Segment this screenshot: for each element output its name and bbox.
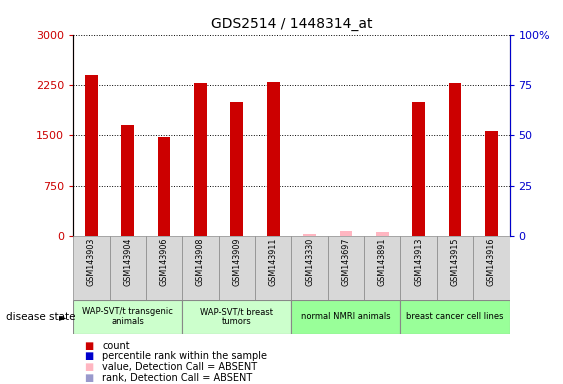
Text: GSM143891: GSM143891 — [378, 237, 387, 286]
Bar — [218, 236, 255, 300]
Text: ►: ► — [59, 312, 66, 322]
Text: WAP-SVT/t transgenic
animals: WAP-SVT/t transgenic animals — [82, 307, 173, 326]
Bar — [158, 137, 171, 236]
Title: GDS2514 / 1448314_at: GDS2514 / 1448314_at — [211, 17, 372, 31]
Text: GSM143911: GSM143911 — [269, 237, 278, 286]
Text: normal NMRI animals: normal NMRI animals — [301, 312, 391, 321]
Bar — [473, 236, 510, 300]
Bar — [194, 83, 207, 236]
Text: ■: ■ — [84, 341, 93, 351]
Text: percentile rank within the sample: percentile rank within the sample — [102, 351, 267, 361]
Text: GSM143904: GSM143904 — [123, 237, 132, 286]
Bar — [292, 300, 400, 334]
Bar — [73, 236, 110, 300]
Bar — [400, 236, 437, 300]
Bar — [85, 75, 98, 236]
Bar — [255, 236, 292, 300]
Bar — [449, 83, 461, 236]
Text: disease state: disease state — [6, 312, 75, 322]
Text: GSM143330: GSM143330 — [305, 237, 314, 286]
Text: GSM143908: GSM143908 — [196, 237, 205, 286]
Bar — [364, 236, 400, 300]
Bar — [328, 236, 364, 300]
Bar — [292, 236, 328, 300]
Text: ■: ■ — [84, 373, 93, 383]
Bar — [412, 102, 425, 236]
Bar — [146, 236, 182, 300]
Bar — [376, 232, 388, 236]
Text: GSM143906: GSM143906 — [159, 237, 168, 286]
Bar — [122, 125, 134, 236]
Text: GSM143903: GSM143903 — [87, 237, 96, 286]
Text: ■: ■ — [84, 351, 93, 361]
Bar — [182, 236, 218, 300]
Bar — [110, 236, 146, 300]
Text: breast cancer cell lines: breast cancer cell lines — [406, 312, 504, 321]
Bar — [182, 300, 292, 334]
Text: value, Detection Call = ABSENT: value, Detection Call = ABSENT — [102, 362, 258, 372]
Text: GSM143915: GSM143915 — [450, 237, 459, 286]
Bar — [267, 82, 280, 236]
Bar — [303, 234, 316, 236]
Text: GSM143909: GSM143909 — [233, 237, 242, 286]
Text: GSM143916: GSM143916 — [487, 237, 496, 286]
Bar — [230, 102, 243, 236]
Text: GSM143697: GSM143697 — [341, 237, 350, 286]
Bar — [437, 236, 473, 300]
Bar — [339, 231, 352, 236]
Bar — [73, 300, 182, 334]
Bar — [400, 300, 510, 334]
Text: ■: ■ — [84, 362, 93, 372]
Text: GSM143913: GSM143913 — [414, 237, 423, 286]
Bar — [485, 131, 498, 236]
Text: count: count — [102, 341, 130, 351]
Text: WAP-SVT/t breast
tumors: WAP-SVT/t breast tumors — [200, 307, 273, 326]
Text: rank, Detection Call = ABSENT: rank, Detection Call = ABSENT — [102, 373, 253, 383]
